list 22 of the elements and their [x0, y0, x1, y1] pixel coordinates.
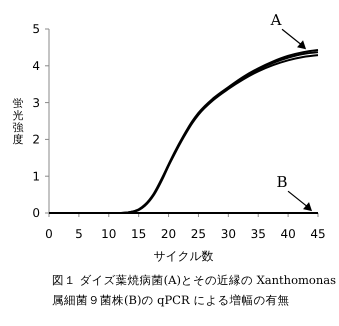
x-tick-label: 0: [45, 227, 53, 241]
y-tick-label: 0: [32, 206, 40, 220]
caption: 図１ ダイズ葉焼病菌(A)とその近縁の Xanthomonas: [52, 273, 336, 287]
x-tick-label: 15: [131, 227, 146, 241]
x-axis-title: サイクル数: [154, 249, 214, 263]
y-tick-label: 4: [32, 59, 40, 73]
annotation: B: [276, 173, 288, 192]
x-tick-label: 10: [101, 227, 116, 241]
x-tick-label: 35: [250, 227, 266, 241]
y-axis-title: 蛍光強度: [12, 97, 24, 146]
y-tick-label: 1: [32, 169, 40, 184]
x-tick-label: 20: [160, 227, 176, 241]
annotation: A: [270, 11, 282, 30]
y-tick-label: 5: [32, 22, 40, 36]
y-tick-label: 3: [32, 96, 40, 110]
x-tick-label: 45: [310, 227, 326, 241]
x-tick-label: 30: [220, 227, 236, 241]
text: 属細菌９菌株(B)の qPCR による増幅の有無: [52, 293, 290, 307]
y-tick-label: 2: [32, 132, 40, 147]
x-tick-label: 40: [280, 227, 296, 241]
x-tick-label: 25: [190, 227, 206, 241]
x-tick-label: 5: [75, 227, 83, 241]
